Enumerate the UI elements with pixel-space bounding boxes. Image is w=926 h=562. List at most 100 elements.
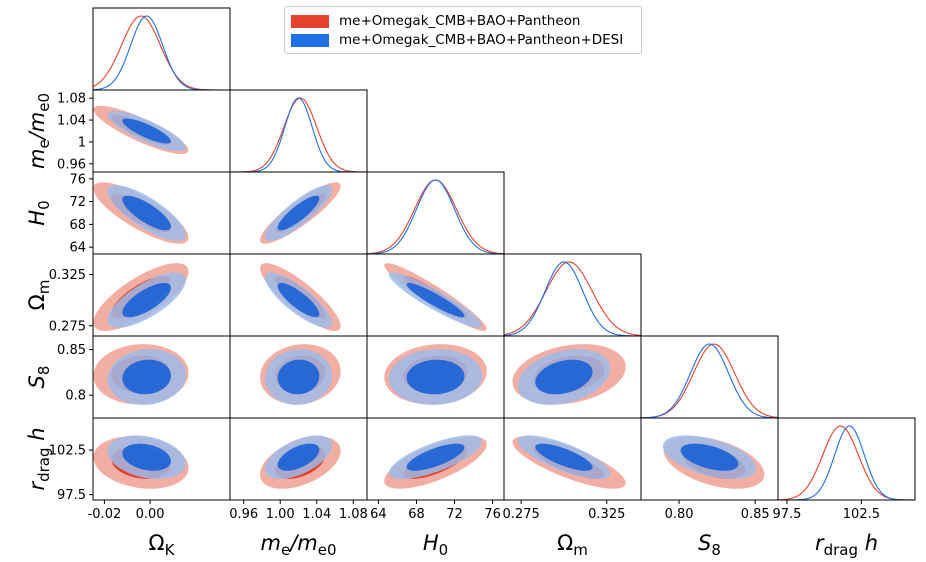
panel-me-me bbox=[229, 89, 368, 173]
x-tick-label: 68 bbox=[408, 507, 425, 522]
marginal-curve-red bbox=[504, 261, 641, 336]
contour-blue-68 bbox=[277, 195, 320, 231]
panel-rdh-rdh bbox=[777, 417, 916, 501]
x-tick-label: 76 bbox=[484, 507, 501, 522]
panel-omk-me bbox=[92, 89, 231, 173]
panel-frame bbox=[640, 335, 779, 419]
x-tick-label: 97.5 bbox=[772, 507, 801, 522]
y-tick-label: 1 bbox=[78, 135, 86, 150]
panel-frame bbox=[229, 89, 368, 173]
panel-omk-om bbox=[92, 253, 231, 337]
legend-swatch-blue bbox=[291, 33, 329, 47]
x-tick-label: 0.275 bbox=[503, 507, 540, 522]
contour-blue-68 bbox=[122, 283, 171, 318]
contour-blue-68 bbox=[406, 359, 465, 395]
panel-omk-omk bbox=[92, 7, 231, 91]
panel-omk-H0 bbox=[92, 171, 231, 255]
x-tick-label: 1.04 bbox=[302, 507, 331, 522]
axis-label: me​/me0​ bbox=[25, 93, 53, 169]
contour-blue-68 bbox=[122, 195, 171, 231]
marginal-curve-red bbox=[367, 179, 504, 254]
panel-S8-S8 bbox=[640, 335, 779, 419]
contour-blue-68 bbox=[406, 443, 465, 471]
marginal-curve-blue bbox=[93, 15, 230, 90]
marginal-curve-red bbox=[778, 425, 915, 500]
y-tick-label: 0.96 bbox=[57, 157, 86, 172]
y-tick-label: 0.85 bbox=[57, 343, 86, 358]
y-tick-label: 1.04 bbox=[57, 114, 86, 129]
marginal-curve-red bbox=[230, 97, 367, 172]
contour-blue-68 bbox=[406, 282, 465, 318]
legend-label-red: me+Omegak_CMB+BAO+Pantheon bbox=[339, 13, 581, 29]
axis-label: rdrag​ h bbox=[25, 427, 53, 490]
y-tick-label: 76 bbox=[69, 172, 86, 187]
contour-blue-68 bbox=[277, 443, 320, 471]
panel-omk-S8 bbox=[92, 335, 231, 419]
x-tick-label: 1.00 bbox=[266, 507, 295, 522]
x-tick-label: 0.85 bbox=[741, 507, 770, 522]
legend-item-blue: me+Omegak_CMB+BAO+Pantheon+DESI bbox=[291, 31, 623, 49]
marginal-curve-blue bbox=[230, 97, 367, 172]
panel-H0-om bbox=[366, 253, 505, 337]
panel-me-rdh bbox=[229, 417, 368, 501]
axis-label: H0​ bbox=[25, 200, 53, 225]
axis-label: me​/me0​ bbox=[260, 531, 336, 559]
marginal-curve-blue bbox=[641, 343, 778, 418]
axis-label: H0​ bbox=[423, 531, 448, 559]
contour-blue-68 bbox=[122, 118, 171, 144]
y-tick-label: 1.08 bbox=[57, 92, 86, 107]
y-tick-label: 0.325 bbox=[49, 268, 86, 283]
marginal-curve-red bbox=[641, 343, 778, 418]
x-tick-label: 64 bbox=[370, 507, 387, 522]
x-tick-label: 1.08 bbox=[339, 507, 368, 522]
x-tick-label: 0.80 bbox=[665, 507, 694, 522]
panel-H0-S8 bbox=[366, 335, 505, 419]
legend-item-red: me+Omegak_CMB+BAO+Pantheon bbox=[291, 12, 580, 30]
y-tick-label: 72 bbox=[69, 195, 86, 210]
axis-label: S8​ bbox=[25, 366, 53, 389]
x-tick-label: -0.02 bbox=[88, 507, 122, 522]
x-tick-label: 0.96 bbox=[229, 507, 258, 522]
axis-label: Ωm​ bbox=[557, 531, 588, 559]
panel-om-om bbox=[503, 253, 642, 337]
contour-blue-68 bbox=[277, 282, 320, 318]
panel-H0-rdh bbox=[366, 417, 505, 501]
y-tick-label: 102.5 bbox=[49, 444, 86, 459]
x-tick-label: 0.00 bbox=[136, 507, 165, 522]
panel-om-S8 bbox=[503, 335, 642, 419]
axis-label: Ωm​ bbox=[25, 280, 53, 311]
y-tick-label: 97.5 bbox=[57, 488, 86, 503]
marginal-curve-red bbox=[93, 15, 230, 90]
contour-blue-68 bbox=[122, 443, 171, 471]
panel-frame bbox=[366, 171, 505, 255]
marginal-curve-blue bbox=[367, 179, 504, 254]
legend-label-blue: me+Omegak_CMB+BAO+Pantheon+DESI bbox=[339, 32, 624, 48]
contour-blue-68 bbox=[277, 359, 320, 395]
y-tick-label: 64 bbox=[69, 241, 86, 256]
contour-blue-68 bbox=[535, 359, 593, 395]
y-tick-label: 68 bbox=[69, 218, 86, 233]
legend: me+Omegak_CMB+BAO+Pantheon me+Omegak_CMB… bbox=[284, 6, 642, 54]
contour-blue-68 bbox=[680, 443, 739, 471]
x-tick-label: 72 bbox=[446, 507, 463, 522]
panel-me-H0 bbox=[229, 171, 368, 255]
panel-frame bbox=[777, 417, 916, 501]
legend-swatch-red bbox=[291, 14, 329, 28]
panel-S8-rdh bbox=[640, 417, 779, 501]
axis-label: rdrag​ h bbox=[815, 531, 878, 559]
marginal-curve-blue bbox=[504, 261, 641, 336]
panel-omk-rdh bbox=[92, 417, 231, 501]
panel-om-rdh bbox=[503, 417, 642, 501]
panel-me-S8 bbox=[229, 335, 368, 419]
contour-blue-68 bbox=[122, 359, 171, 395]
panel-H0-H0 bbox=[366, 171, 505, 255]
x-tick-label: 0.325 bbox=[588, 507, 625, 522]
contour-blue-68 bbox=[535, 443, 593, 471]
y-tick-label: 0.275 bbox=[49, 319, 86, 334]
axis-label: S8​ bbox=[698, 531, 721, 559]
marginal-curve-blue bbox=[778, 425, 915, 500]
y-tick-label: 0.8 bbox=[65, 389, 86, 404]
panel-me-om bbox=[229, 253, 368, 337]
x-tick-label: 102.5 bbox=[843, 507, 880, 522]
